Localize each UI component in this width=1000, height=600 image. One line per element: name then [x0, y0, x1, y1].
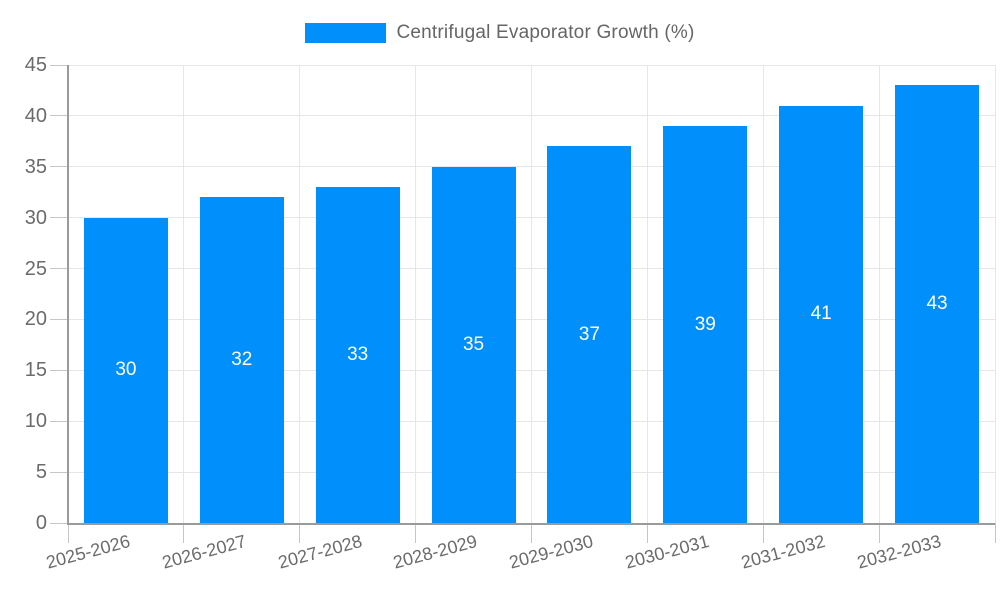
x-axis-tick [994, 523, 996, 543]
y-axis-label: 30 [24, 206, 47, 229]
x-axis-tick [531, 523, 532, 543]
x-axis-tick [646, 523, 648, 543]
bar-value-label: 37 [578, 323, 600, 345]
y-axis-tick [50, 471, 68, 473]
y-axis-tick [50, 217, 68, 219]
legend-label: Centrifugal Evaporator Growth (%) [396, 22, 695, 43]
bar-2028-2029[interactable]: 35 [431, 166, 516, 523]
y-axis-line [67, 65, 69, 525]
chart-legend[interactable]: Centrifugal Evaporator Growth (%) [0, 22, 1000, 44]
bar-value-label: 33 [347, 344, 369, 366]
x-gridline [299, 65, 301, 523]
x-axis-tick [183, 523, 185, 543]
y-axis-tick [50, 369, 68, 371]
bar-value-label: 43 [926, 293, 948, 315]
x-axis-label: 2029-2030 [507, 531, 596, 573]
y-axis-tick [50, 64, 68, 66]
y-axis-label: 20 [24, 308, 47, 331]
bar-value-label: 41 [810, 303, 832, 325]
y-axis-tick [50, 166, 68, 168]
y-axis-label: 0 [35, 512, 47, 534]
legend-swatch-icon [305, 23, 387, 43]
x-gridline [762, 65, 764, 523]
x-axis-label: 2031-2032 [739, 531, 828, 573]
x-axis-label: 2032-2033 [854, 531, 944, 573]
y-axis-label: 10 [24, 410, 47, 433]
x-axis-label: 2025-2026 [43, 531, 133, 573]
x-axis-line [67, 523, 995, 525]
bar-2031-2032[interactable]: 41 [779, 105, 864, 523]
x-gridline [994, 65, 996, 523]
x-gridline [878, 65, 880, 523]
y-axis-label: 15 [24, 359, 47, 382]
bar-2025-2026[interactable]: 30 [83, 217, 168, 523]
bar-value-label: 39 [694, 313, 716, 335]
bar-2032-2033[interactable]: 43 [895, 85, 980, 523]
y-axis-label: 35 [24, 155, 47, 178]
y-axis-tick [50, 318, 68, 320]
x-axis-tick [878, 523, 880, 543]
x-gridline [183, 65, 185, 523]
y-axis-tick [50, 115, 68, 117]
x-axis-label: 2026-2027 [159, 531, 248, 573]
y-axis-tick [50, 522, 68, 524]
y-axis-tick [50, 268, 68, 270]
bar-value-label: 32 [231, 349, 253, 371]
y-axis-label: 40 [24, 104, 47, 127]
y-axis-label: 5 [35, 461, 47, 484]
x-gridline [531, 65, 532, 523]
bar-value-label: 35 [462, 333, 485, 355]
y-axis-label: 25 [24, 257, 47, 280]
y-axis-tick [50, 420, 68, 422]
y-axis-label: 45 [24, 54, 47, 76]
x-axis-label: 2030-2031 [623, 531, 712, 573]
x-axis-tick [67, 523, 69, 543]
x-axis-tick [762, 523, 764, 543]
bar-2027-2028[interactable]: 33 [315, 187, 400, 523]
bar-2026-2027[interactable]: 32 [199, 197, 284, 523]
x-axis-label: 2027-2028 [275, 531, 364, 573]
x-axis-label: 2028-2029 [391, 531, 480, 573]
x-gridline [646, 65, 648, 523]
bar-2030-2031[interactable]: 39 [663, 126, 748, 523]
bar-value-label: 30 [115, 359, 137, 381]
x-axis-tick [415, 523, 417, 543]
bar-2029-2030[interactable]: 37 [547, 146, 632, 523]
x-gridline [415, 65, 417, 523]
x-axis-tick [299, 523, 301, 543]
